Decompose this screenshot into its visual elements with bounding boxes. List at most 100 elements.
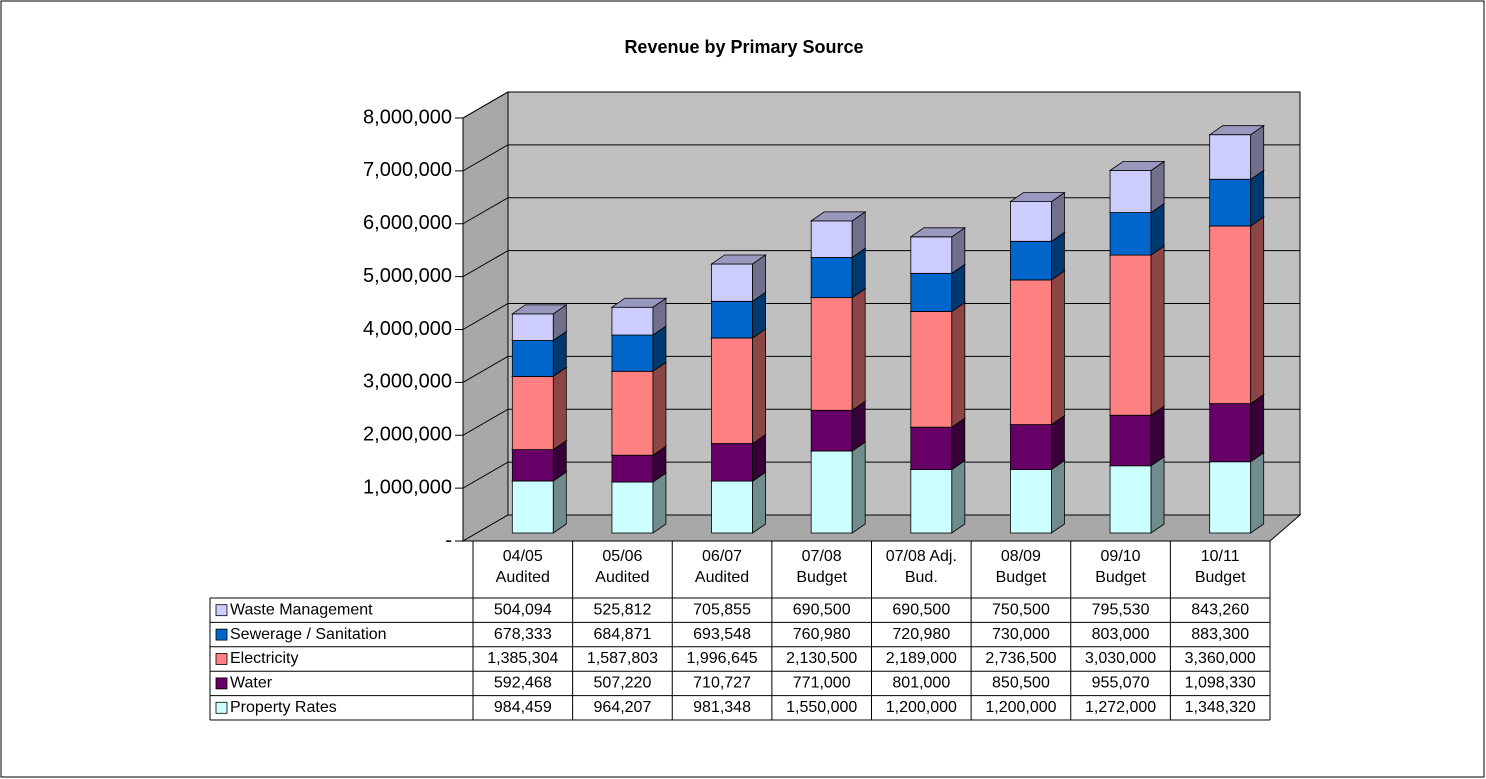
table-value: 850,500 — [992, 675, 1050, 692]
bar-front — [810, 409, 853, 452]
bar-front — [810, 220, 853, 258]
bar-front — [511, 340, 554, 377]
table-value: 955,070 — [1092, 675, 1150, 692]
bar-front — [1109, 254, 1152, 416]
bar-side — [752, 471, 766, 534]
bar-front — [1109, 465, 1152, 534]
table-value: 2,736,500 — [985, 650, 1056, 667]
bar-segment — [1208, 393, 1265, 463]
category-label: 10/11 Budget — [1195, 548, 1246, 586]
legend-label: Sewerage / Sanitation — [230, 626, 387, 643]
category-label: 07/08 Budget — [796, 548, 847, 586]
bar-segment — [710, 328, 767, 445]
table-value: 795,530 — [1092, 601, 1150, 618]
y-tick-label: 1,000,000 — [363, 476, 452, 498]
bar-side — [1051, 459, 1065, 534]
bar-front — [511, 313, 554, 341]
table-value: 843,260 — [1191, 601, 1249, 618]
table-value: 3,030,000 — [1085, 650, 1156, 667]
table-value: 1,098,330 — [1185, 675, 1256, 692]
bar-side — [1150, 405, 1165, 467]
table-value: 730,000 — [992, 626, 1050, 643]
bar-side — [1150, 455, 1165, 534]
bar-segment — [909, 263, 967, 313]
bar-front — [711, 443, 753, 482]
grid-line — [462, 91, 1300, 119]
table-value: 525,812 — [594, 601, 652, 618]
bar-segment — [1009, 270, 1066, 426]
y-tick-label: 2,000,000 — [363, 424, 452, 446]
bar-top — [1108, 161, 1166, 171]
category-label: 06/07 Audited — [695, 548, 749, 586]
table-value: 690,500 — [892, 601, 950, 618]
table-value: 1,272,000 — [1085, 699, 1156, 716]
bar-front — [1209, 461, 1252, 534]
bar-top — [610, 297, 668, 308]
bar-front — [910, 236, 953, 274]
bar-segment — [909, 459, 967, 534]
category-label: 08/09 Budget — [996, 548, 1047, 586]
y-tick-label: 5,000,000 — [363, 265, 452, 287]
table-value: 760,980 — [793, 626, 851, 643]
bar-segment — [1208, 451, 1265, 534]
chart-title: Revenue by Primary Source — [624, 37, 863, 57]
bar-side — [552, 471, 567, 534]
bar-segment — [809, 441, 867, 534]
y-tick-label: 7,000,000 — [363, 159, 452, 181]
bar-front — [711, 337, 753, 444]
table-value: 801,000 — [892, 675, 950, 692]
table-value: 705,855 — [693, 601, 751, 618]
bar-front — [711, 480, 753, 534]
table-value: 710,727 — [693, 675, 751, 692]
table-value: 2,130,500 — [786, 650, 857, 667]
bar-side — [1250, 216, 1265, 405]
bar-front — [1109, 212, 1152, 256]
bar-front — [810, 297, 853, 411]
table-value: 750,500 — [992, 601, 1050, 618]
y-tick-label: 4,000,000 — [363, 318, 452, 340]
table-value: 2,189,000 — [886, 650, 957, 667]
bar-front — [910, 272, 953, 312]
category-label: 09/10 Budget — [1095, 548, 1146, 586]
bar-front — [611, 454, 654, 483]
bar-front — [1010, 424, 1052, 470]
bar-segment — [1009, 459, 1066, 534]
category-label: 04/05 Audited — [496, 548, 550, 586]
y-tick-label: 3,000,000 — [363, 371, 452, 393]
bar-front — [1209, 178, 1252, 227]
legend-key — [215, 677, 228, 690]
bar-top — [511, 304, 568, 315]
table-value: 693,548 — [693, 626, 751, 643]
legend-label: Property Rates — [230, 699, 337, 716]
bar-front — [511, 375, 554, 451]
table-value: 684,871 — [594, 626, 652, 643]
bar-segment — [610, 361, 668, 456]
bar-front — [1209, 225, 1252, 405]
bar-segment — [1108, 245, 1166, 417]
bar-segment — [511, 304, 568, 342]
table-value: 1,200,000 — [985, 699, 1056, 716]
bar-segment — [1208, 216, 1265, 405]
bar-front — [1010, 201, 1052, 242]
table-value: 592,468 — [494, 675, 552, 692]
bar-side — [552, 366, 567, 451]
bar-side — [1250, 169, 1265, 227]
bar-front — [910, 311, 953, 428]
bar-front — [1209, 403, 1252, 463]
bar-front — [611, 370, 654, 456]
category-label: 05/06 Audited — [595, 548, 649, 586]
table-value: 1,200,000 — [886, 699, 957, 716]
y-tick-label: 6,000,000 — [363, 212, 452, 234]
bar-segment — [909, 227, 967, 275]
table-value: 690,500 — [793, 601, 851, 618]
bar-front — [810, 450, 853, 534]
table-value: 1,385,304 — [487, 650, 558, 667]
bar-side — [752, 328, 766, 445]
table-value: 1,550,000 — [786, 699, 857, 716]
grid-line — [462, 144, 1300, 172]
bar-top — [809, 211, 867, 222]
floor — [461, 514, 1302, 542]
table-value: 883,300 — [1191, 626, 1249, 643]
legend-key — [215, 701, 228, 714]
table-value: 507,220 — [594, 675, 652, 692]
